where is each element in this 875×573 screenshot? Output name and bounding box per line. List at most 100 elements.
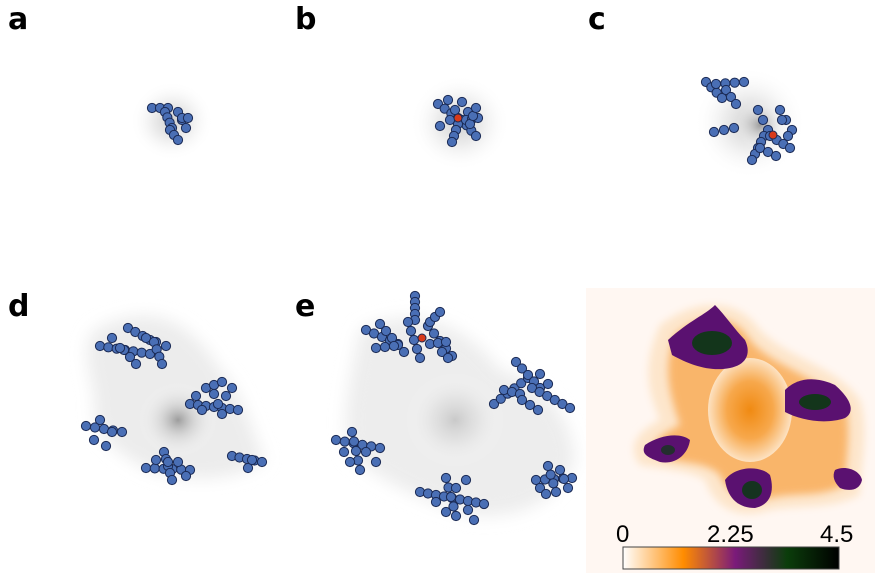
particle-node xyxy=(430,496,442,508)
density-core xyxy=(405,372,505,468)
panel-label-a: a xyxy=(8,2,29,37)
particle-node xyxy=(550,486,562,498)
particle-node xyxy=(114,342,126,354)
particle-node xyxy=(103,342,114,353)
heat-peak xyxy=(661,445,675,455)
particle-node xyxy=(450,482,462,494)
particle-node xyxy=(339,436,350,447)
particle-node xyxy=(444,114,456,126)
particle-node xyxy=(196,404,208,416)
particle-node xyxy=(718,124,730,136)
particle-node xyxy=(338,446,350,458)
seed-node xyxy=(453,113,463,123)
cluster-a xyxy=(146,102,194,146)
particle-node xyxy=(212,398,224,410)
seed-node xyxy=(768,130,778,140)
particle-node xyxy=(160,340,172,352)
particle-node xyxy=(434,120,446,132)
particle-node xyxy=(510,356,522,368)
particle-node xyxy=(408,334,420,346)
particle-node xyxy=(554,464,566,476)
particle-node xyxy=(440,336,452,348)
panel-f-heatmap xyxy=(586,288,875,573)
panel-b xyxy=(410,75,510,171)
heat-core-orange xyxy=(708,358,792,462)
particle-node xyxy=(428,328,440,339)
particle-node xyxy=(462,504,474,516)
particle-node xyxy=(256,456,268,468)
particle-node xyxy=(156,358,168,370)
particle-node xyxy=(346,426,358,438)
particle-node xyxy=(516,363,528,374)
particle-node xyxy=(562,482,574,494)
particle-node xyxy=(524,399,536,411)
colorbar-tick-mid: 2.25 xyxy=(707,521,754,548)
colorbar-tick-min: 0 xyxy=(616,521,630,548)
particle-node xyxy=(94,414,106,426)
particle-node xyxy=(124,351,136,363)
particle-node xyxy=(434,306,446,318)
particle-node xyxy=(94,340,106,352)
particle-node xyxy=(402,316,414,328)
particle-node xyxy=(449,104,461,116)
particle-node xyxy=(442,94,454,106)
seed-node xyxy=(417,333,427,343)
particle-node xyxy=(242,462,254,474)
particle-node xyxy=(445,491,457,503)
cluster-b xyxy=(432,94,484,148)
particle-node xyxy=(172,134,184,146)
particle-node xyxy=(446,136,458,148)
colorbar xyxy=(622,546,840,570)
particle-node xyxy=(226,382,238,394)
particle-node xyxy=(495,393,506,404)
particle-node xyxy=(436,346,448,358)
particle-node xyxy=(545,469,556,480)
panel-label-d: d xyxy=(8,289,30,324)
particle-node xyxy=(725,91,737,103)
panel-label-b: b xyxy=(295,2,317,37)
panel-e xyxy=(330,290,578,526)
panel-a xyxy=(130,81,214,161)
particle-node xyxy=(106,332,118,344)
cluster-e xyxy=(330,290,578,526)
particle-node xyxy=(708,126,720,138)
particle-node xyxy=(516,378,527,389)
particle-node xyxy=(180,122,192,134)
particle-node xyxy=(140,332,152,344)
particle-node xyxy=(360,446,372,458)
particle-node xyxy=(478,498,490,510)
particle-node xyxy=(746,154,758,166)
particle-node xyxy=(232,404,244,416)
particle-node xyxy=(374,318,386,330)
particle-node xyxy=(757,114,769,126)
particle-node xyxy=(106,426,118,438)
particle-node xyxy=(774,104,786,116)
particle-node xyxy=(752,104,764,116)
heat-peak xyxy=(692,331,732,355)
particle-node xyxy=(414,352,426,364)
particle-node xyxy=(344,456,356,468)
particle-node xyxy=(548,478,559,489)
particle-node xyxy=(534,482,546,494)
particle-node xyxy=(532,404,544,416)
particle-node xyxy=(542,460,554,472)
particle-node xyxy=(448,501,459,512)
particle-node xyxy=(149,463,160,474)
panel-d xyxy=(80,315,268,486)
panel-label-e: e xyxy=(295,289,316,324)
particle-node xyxy=(136,347,147,358)
particle-node xyxy=(354,464,366,476)
particle-node xyxy=(388,340,400,352)
particle-node xyxy=(730,98,742,110)
particle-node xyxy=(470,102,482,114)
particle-node xyxy=(330,434,342,446)
particle-node xyxy=(220,390,232,402)
particle-node xyxy=(162,456,174,468)
particle-node xyxy=(348,436,360,447)
heat-lobe-small xyxy=(833,468,862,490)
particle-node xyxy=(370,342,382,354)
panel-c xyxy=(694,67,806,179)
particle-node xyxy=(180,470,192,482)
particle-node xyxy=(216,376,228,388)
